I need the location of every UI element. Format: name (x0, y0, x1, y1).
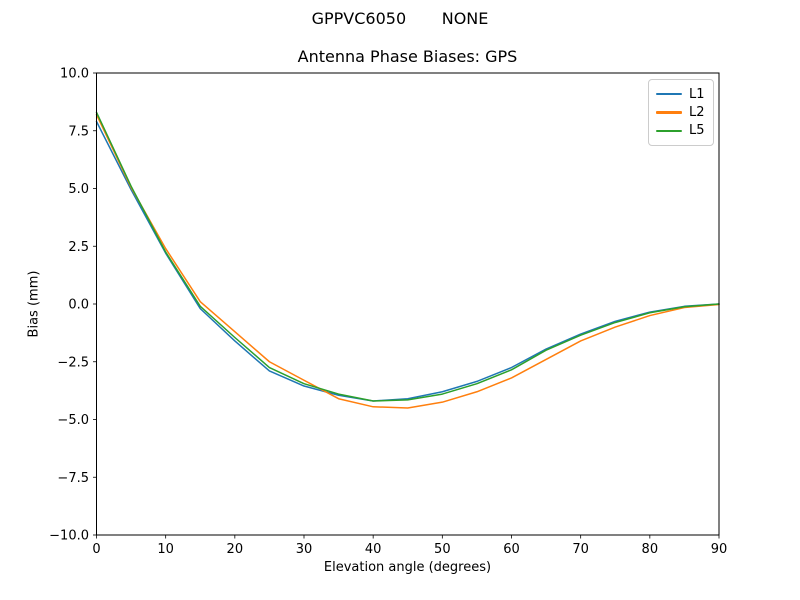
y-tick-label: 5.0 (68, 182, 89, 197)
y-axis-label: Bias (mm) (26, 270, 42, 338)
x-tick-label: 90 (711, 542, 728, 557)
x-tick-label: 40 (365, 542, 382, 557)
legend-entry-l5: L5 (656, 122, 705, 140)
y-tick-label: 7.5 (68, 124, 89, 139)
legend: L1 L2 L5 (648, 79, 714, 146)
y-tick-label: −10.0 (49, 529, 89, 544)
y-tick-label: 10.0 (60, 67, 89, 82)
legend-entry-l2: L2 (656, 103, 705, 121)
axes-frame (96, 72, 720, 536)
axes-title: Antenna Phase Biases: GPS (297, 47, 518, 66)
x-axis-label: Elevation angle (degrees) (323, 560, 492, 575)
y-tick-label: −5.0 (57, 413, 89, 428)
x-tick-label: 10 (157, 542, 174, 557)
legend-line-swatch (656, 111, 682, 114)
legend-label: L1 (689, 86, 705, 102)
x-tick-label: 30 (296, 542, 313, 557)
y-tick-label: 2.5 (68, 240, 89, 255)
x-tick-label: 70 (572, 542, 589, 557)
x-tick-label: 80 (642, 542, 659, 557)
y-tick-label: −7.5 (57, 471, 89, 486)
legend-label: L5 (689, 123, 705, 139)
series-line-l1 (95, 120, 720, 402)
x-tick-label: 0 (92, 542, 100, 557)
x-tick-label: 50 (434, 542, 451, 557)
x-tick-label: 60 (503, 542, 520, 557)
legend-label: L2 (689, 104, 705, 120)
y-tick-label: −2.5 (57, 355, 89, 370)
y-tick-label: 0.0 (68, 298, 89, 313)
legend-entry-l1: L1 (656, 85, 705, 103)
series-line-l5 (95, 111, 720, 402)
legend-line-swatch (656, 92, 682, 96)
x-tick-label: 20 (227, 542, 244, 557)
legend-line-swatch (656, 129, 682, 133)
figure-suptitle: GPPVC6050 NONE (311, 9, 489, 28)
series-line-l2 (95, 113, 720, 409)
